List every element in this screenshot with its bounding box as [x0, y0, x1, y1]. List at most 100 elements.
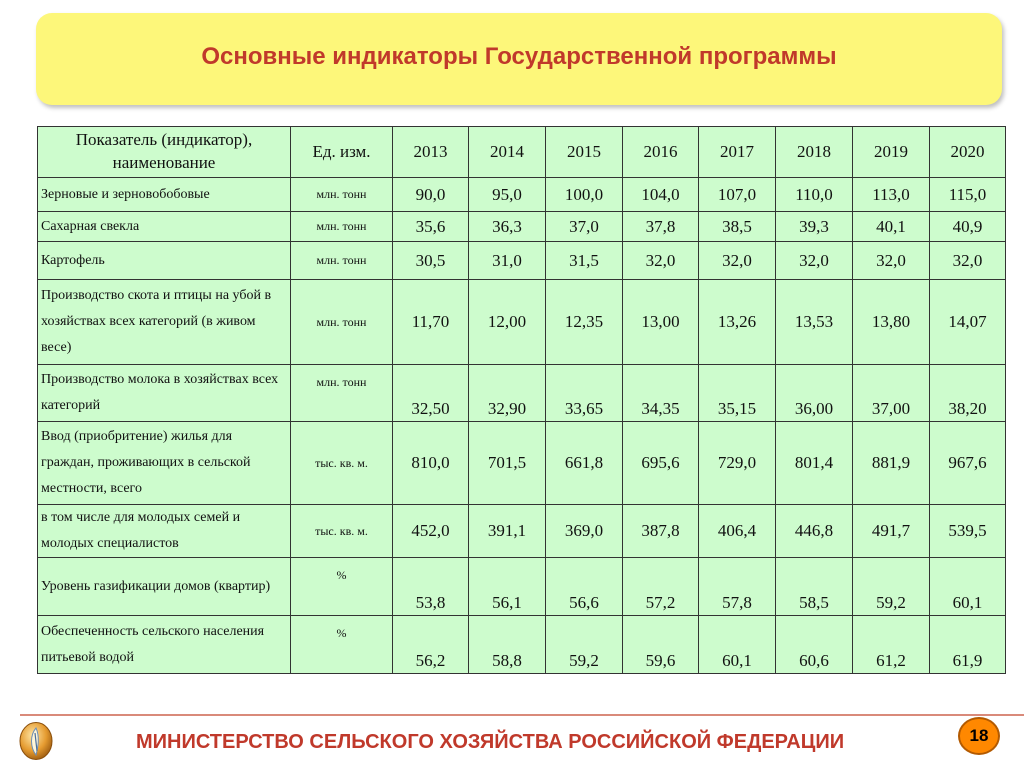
- header-year: 2017: [698, 126, 776, 178]
- header-year: 2013: [392, 126, 469, 178]
- indicator-value: 60,6: [775, 615, 853, 674]
- indicator-value: 35,15: [698, 364, 776, 422]
- indicator-value: 32,0: [622, 241, 699, 280]
- table-row: в том числе для молодых семей и молодых …: [37, 504, 1006, 558]
- indicator-value: 39,3: [775, 211, 853, 242]
- table-header-row: Показатель (индикатор), наименование Ед.…: [37, 126, 1006, 178]
- indicator-value: 539,5: [929, 504, 1006, 558]
- indicator-value: 967,6: [929, 421, 1006, 505]
- indicator-value: 113,0: [852, 177, 930, 212]
- indicator-name: в том числе для молодых семей и молодых …: [37, 504, 291, 558]
- indicator-value: 59,2: [545, 615, 623, 674]
- table-row: Обеспеченность сельского населения питье…: [37, 615, 1006, 674]
- indicator-value: 406,4: [698, 504, 776, 558]
- header-year: 2018: [775, 126, 853, 178]
- page-number-badge: 18: [958, 717, 1000, 755]
- indicator-value: 13,26: [698, 279, 776, 365]
- header-year: 2020: [929, 126, 1006, 178]
- indicator-unit: %: [290, 615, 393, 674]
- table-row: Производство скота и птицы на убой в хоз…: [37, 279, 1006, 365]
- indicator-value: 32,90: [468, 364, 546, 422]
- indicator-value: 38,20: [929, 364, 1006, 422]
- indicator-name: Производство молока в хозяйствах всех ка…: [37, 364, 291, 422]
- indicator-value: 391,1: [468, 504, 546, 558]
- header-unit: Ед. изм.: [290, 126, 393, 178]
- indicator-value: 369,0: [545, 504, 623, 558]
- indicator-value: 30,5: [392, 241, 469, 280]
- indicator-value: 61,2: [852, 615, 930, 674]
- indicator-name: Сахарная свекла: [37, 211, 291, 242]
- header-year: 2014: [468, 126, 546, 178]
- indicator-value: 13,00: [622, 279, 699, 365]
- table-row: Уровень газификации домов (квартир)% 53,8…: [37, 557, 1006, 616]
- table-row: Сахарная свекла млн. тонн 35,6 36,3 37,0 37,8…: [37, 211, 1006, 242]
- indicator-unit: млн. тонн: [290, 279, 393, 365]
- indicator-value: 701,5: [468, 421, 546, 505]
- indicator-value: 61,9: [929, 615, 1006, 674]
- indicator-unit: млн. тонн: [290, 211, 393, 242]
- header-year: 2016: [622, 126, 699, 178]
- indicator-value: 387,8: [622, 504, 699, 558]
- indicator-value: 801,4: [775, 421, 853, 505]
- indicator-unit: тыс. кв. м.: [290, 421, 393, 505]
- indicator-value: 115,0: [929, 177, 1006, 212]
- indicator-value: 661,8: [545, 421, 623, 505]
- indicator-value: 32,0: [775, 241, 853, 280]
- indicator-value: 56,2: [392, 615, 469, 674]
- indicator-value: 37,0: [545, 211, 623, 242]
- indicator-value: 56,6: [545, 557, 623, 616]
- indicator-unit: млн. тонн: [290, 177, 393, 212]
- indicator-value: 32,0: [852, 241, 930, 280]
- indicator-value: 13,53: [775, 279, 853, 365]
- indicator-value: 57,2: [622, 557, 699, 616]
- indicator-value: 60,1: [698, 615, 776, 674]
- indicator-value: 32,0: [698, 241, 776, 280]
- indicator-value: 810,0: [392, 421, 469, 505]
- indicator-value: 60,1: [929, 557, 1006, 616]
- indicator-value: 695,6: [622, 421, 699, 505]
- indicator-name: Зерновые и зерновобобовые: [37, 177, 291, 212]
- indicator-value: 13,80: [852, 279, 930, 365]
- indicator-name: Производство скота и птицы на убой в хоз…: [37, 279, 291, 365]
- indicator-value: 90,0: [392, 177, 469, 212]
- indicator-value: 12,35: [545, 279, 623, 365]
- indicator-unit: тыс. кв. м.: [290, 504, 393, 558]
- ministry-name: МИНИСТЕРСТВО СЕЛЬСКОГО ХОЗЯЙСТВА РОССИЙС…: [136, 731, 845, 753]
- indicator-value: 33,65: [545, 364, 623, 422]
- indicator-value: 34,35: [622, 364, 699, 422]
- indicators-table: Показатель (индикатор), наименование Ед.…: [37, 126, 1006, 674]
- header-year: 2015: [545, 126, 623, 178]
- indicator-value: 31,0: [468, 241, 546, 280]
- footer-divider: [20, 714, 1024, 716]
- header-name: Показатель (индикатор), наименование: [37, 126, 291, 178]
- indicator-value: 31,5: [545, 241, 623, 280]
- indicator-unit: %: [290, 557, 393, 616]
- table-row: Зерновые и зерновобобовые млн. тонн 90,0 95…: [37, 177, 1006, 212]
- indicator-value: 59,2: [852, 557, 930, 616]
- indicator-value: 58,5: [775, 557, 853, 616]
- indicator-value: 37,00: [852, 364, 930, 422]
- indicator-value: 56,1: [468, 557, 546, 616]
- indicator-value: 100,0: [545, 177, 623, 212]
- indicator-value: 57,8: [698, 557, 776, 616]
- indicator-value: 14,07: [929, 279, 1006, 365]
- indicator-value: 32,0: [929, 241, 1006, 280]
- indicator-value: 11,70: [392, 279, 469, 365]
- indicator-value: 729,0: [698, 421, 776, 505]
- indicator-value: 59,6: [622, 615, 699, 674]
- indicator-value: 491,7: [852, 504, 930, 558]
- indicator-value: 12,00: [468, 279, 546, 365]
- indicator-value: 38,5: [698, 211, 776, 242]
- page-title: Основные индикаторы Государственной прог…: [201, 43, 837, 70]
- indicator-value: 104,0: [622, 177, 699, 212]
- indicator-value: 881,9: [852, 421, 930, 505]
- indicator-value: 58,8: [468, 615, 546, 674]
- indicator-value: 110,0: [775, 177, 853, 212]
- indicator-unit: млн. тонн: [290, 241, 393, 280]
- ministry-emblem-icon: [19, 722, 53, 760]
- title-banner: Основные индикаторы Государственной прог…: [36, 13, 1002, 105]
- indicator-value: 36,3: [468, 211, 546, 242]
- header-year: 2019: [852, 126, 930, 178]
- table-row: Ввод (приобритение) жилья для граждан, п…: [37, 421, 1006, 505]
- indicator-value: 107,0: [698, 177, 776, 212]
